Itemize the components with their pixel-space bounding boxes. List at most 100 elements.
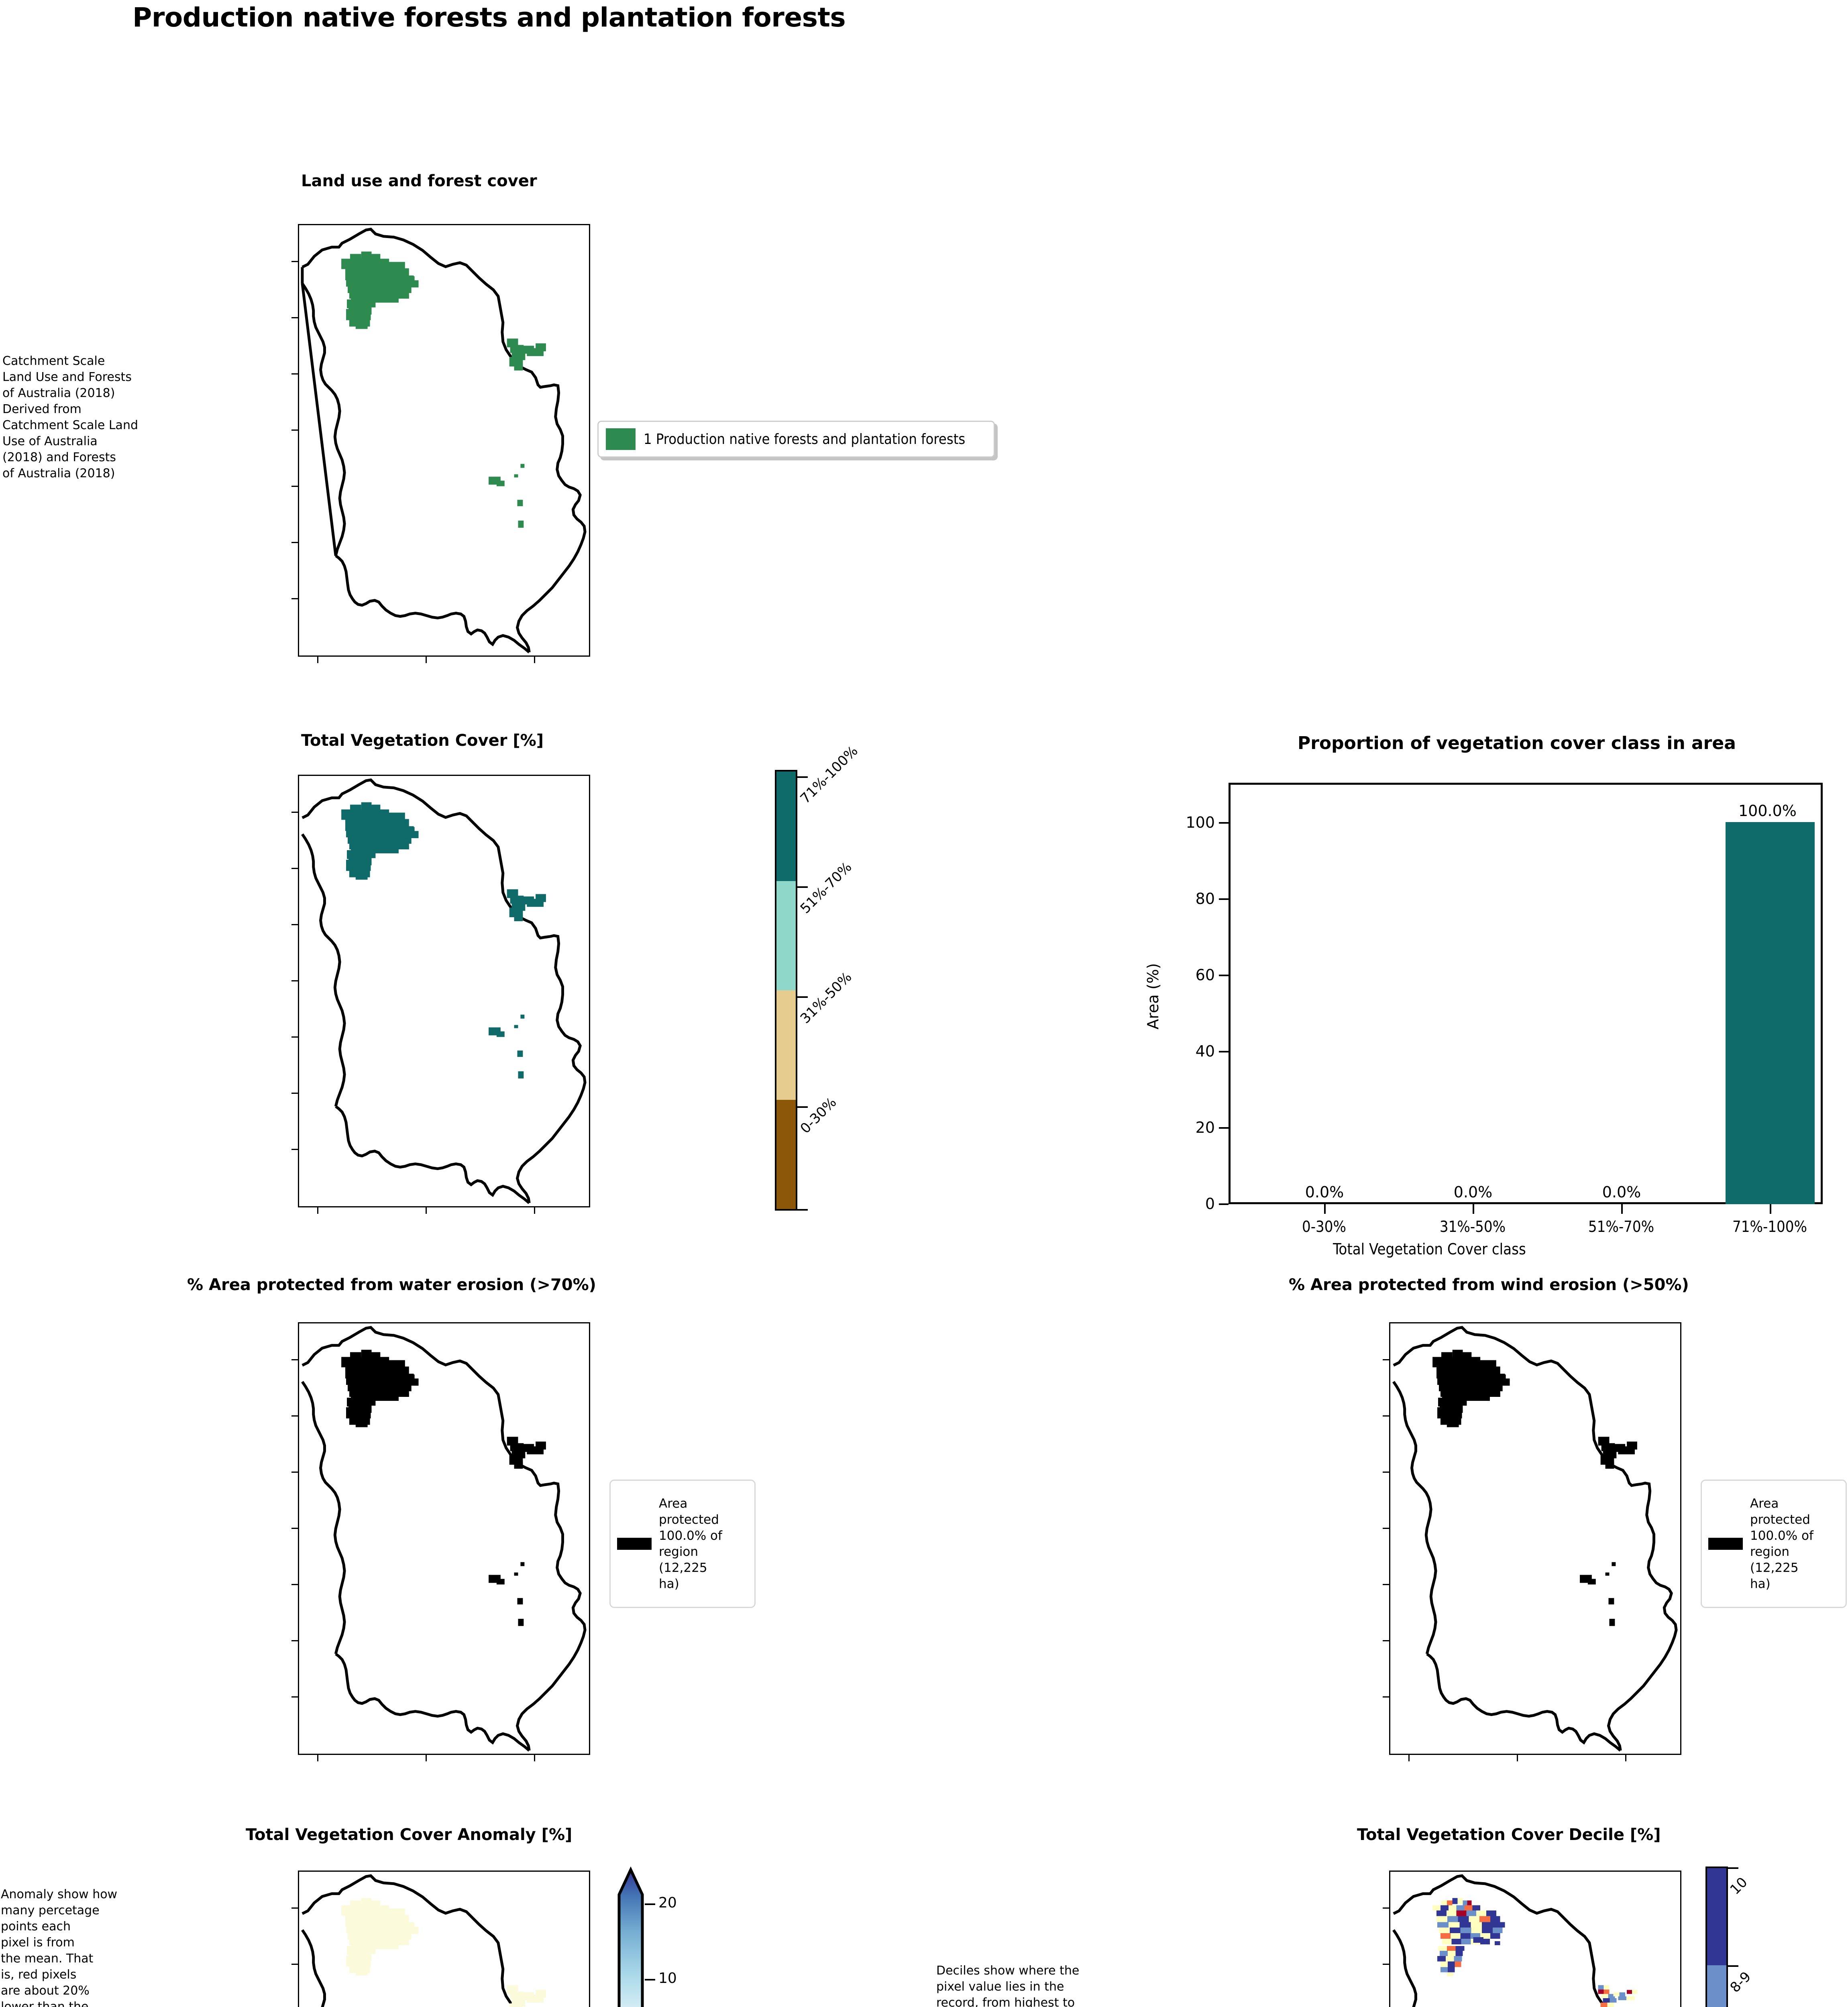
bar-chart-plot-area[interactable] [1229, 783, 1823, 1204]
colorbar-tick [797, 996, 808, 998]
bar-value-label-71-100: 100.0% [1738, 802, 1797, 820]
bar-71-100[interactable] [1726, 822, 1815, 1204]
panel-title-anomaly: Total Vegetation Cover Anomaly [%] [246, 1826, 573, 1844]
map-tick [291, 1584, 298, 1585]
map-tick [1383, 1640, 1389, 1641]
panel-title-total-vegetation-cover: Total Vegetation Cover [%] [301, 731, 544, 750]
colorbar-segment-31-50 [776, 990, 796, 1100]
panel-title-decile: Total Vegetation Cover Decile [%] [1357, 1826, 1661, 1844]
colorbar-segment-0-30 [776, 1099, 796, 1209]
x-axis-label-0-30: 0-30% [1302, 1218, 1347, 1236]
chart-title-proportion-vegetation-cover: Proportion of vegetation cover class in … [1298, 733, 1736, 753]
catchment-boundary-path [1392, 1326, 1678, 1752]
colorbar-label-71-100: 71%-100% [797, 743, 861, 807]
legend-label-area-protected: Area protected 100.0% of region (12,225 … [1750, 1496, 1813, 1591]
colorbar-tick [797, 1209, 808, 1211]
map-vegetation-cover-anomaly[interactable] [298, 1871, 590, 2007]
x-axis-tick [1473, 1204, 1474, 1214]
y-axis-label-0: 0 [1205, 1195, 1215, 1213]
catchment-boundary-path [301, 228, 587, 653]
legend-label-production-forest: 1 Production native forests and plantati… [644, 431, 966, 448]
map-tick [291, 1528, 298, 1529]
anomaly-colorbar-tick [645, 1903, 655, 1905]
map-tick [291, 486, 298, 487]
map-tick [291, 317, 298, 318]
map-tick [426, 657, 427, 663]
legend-swatch-production-forest [606, 428, 636, 450]
x-axis-label-31-50: 31%-50% [1439, 1218, 1506, 1236]
wind-erosion-legend[interactable]: Area protected 100.0% of region (12,225 … [1701, 1480, 1847, 1608]
y-axis-tick [1219, 898, 1229, 900]
map-tick [291, 373, 298, 375]
decile-colorbar-label-8-9: 8-9 [1727, 1968, 1754, 1996]
colorbar-tick [797, 1106, 808, 1108]
land-use-legend[interactable]: 1 Production native forests and plantati… [597, 421, 995, 458]
decile-colorbar-label-10: 10 [1727, 1874, 1751, 1898]
colorbar-gradient-shape [617, 1867, 644, 2007]
catchment-boundary-path [301, 778, 587, 1204]
x-axis-tick [1324, 1204, 1326, 1214]
map-tick [291, 1696, 298, 1698]
anomaly-explanation-note: Anomaly show how many percetage points e… [1, 1887, 118, 2007]
map-tick [291, 1415, 298, 1417]
vegetation-cover-colorbar[interactable] [775, 770, 797, 1211]
legend-swatch-area-protected [1708, 1538, 1743, 1550]
map-tick [317, 657, 318, 663]
map-tick [317, 1207, 318, 1214]
map-tick [1383, 1359, 1389, 1360]
map-tick [291, 542, 298, 543]
map-tick [1383, 1528, 1389, 1529]
protected-area-pixels-group [1432, 1350, 1637, 1626]
colorbar-segment-71-100 [776, 771, 796, 881]
anomaly-colorbar-tick [645, 1979, 655, 1981]
map-wind-erosion[interactable] [1389, 1322, 1681, 1755]
colorbar-label-31-50: 31%-50% [797, 969, 855, 1027]
map-tick [291, 1472, 298, 1473]
y-axis-tick [1219, 1051, 1229, 1052]
map-total-vegetation-cover[interactable] [298, 775, 590, 1207]
catchment-boundary-path [301, 1874, 516, 2007]
anomaly-colorbar[interactable] [617, 1867, 645, 2007]
map-tick [291, 868, 298, 869]
y-axis-label-80: 80 [1195, 890, 1215, 908]
map-tick [426, 1207, 427, 1214]
map-tick [291, 1036, 298, 1038]
colorbar-segment-51-70 [776, 881, 796, 990]
bar-value-label-0-30: 0.0% [1305, 1183, 1344, 1201]
land-use-source-note: Catchment Scale Land Use and Forests of … [2, 354, 138, 480]
map-tick [291, 1093, 298, 1094]
x-axis-tick [1621, 1204, 1623, 1214]
decile-colorbar-tick [1728, 1965, 1738, 1967]
map-vegetation-cover-decile[interactable] [1389, 1871, 1681, 2007]
map-tick [291, 812, 298, 813]
map-tick [291, 429, 298, 431]
map-tick [291, 1907, 298, 1909]
map-tick [291, 1359, 298, 1360]
catchment-boundary-path [301, 1326, 587, 1752]
map-water-erosion[interactable] [298, 1322, 590, 1755]
x-axis-tick [1770, 1204, 1771, 1214]
colorbar-tick [797, 776, 808, 778]
map-tick [291, 1149, 298, 1150]
y-axis-tick [1219, 1127, 1229, 1129]
anomaly-colorbar-label-20: 20 [658, 1895, 677, 1911]
map-tick [1383, 1964, 1389, 1965]
decile-colorbar[interactable] [1705, 1867, 1728, 2007]
anomaly-colorbar-label-10: 10 [658, 1970, 677, 1987]
y-axis-tick [1219, 1203, 1229, 1205]
y-axis-label-20: 20 [1195, 1119, 1215, 1136]
map-tick [1383, 1907, 1389, 1909]
decile-explanation-note: Deciles show where the pixel value lies … [936, 1964, 1080, 2007]
panel-title-land-use: Land use and forest cover [301, 172, 537, 190]
legend-swatch-area-protected [617, 1538, 652, 1550]
map-tick [1383, 1696, 1389, 1698]
map-tick [1625, 1755, 1626, 1761]
colorbar-label-51-70: 51%-70% [797, 859, 855, 917]
map-tick [1517, 1755, 1518, 1761]
water-erosion-legend[interactable]: Area protected 100.0% of region (12,225 … [609, 1480, 756, 1608]
y-axis-title: Area (%) [1144, 963, 1162, 1030]
map-tick [1408, 1755, 1410, 1761]
map-land-use-forest-cover[interactable] [298, 224, 590, 657]
colorbar-segment-decile-8-9 [1707, 1965, 1726, 2007]
colorbar-label-0-30: 0-30% [797, 1094, 840, 1137]
